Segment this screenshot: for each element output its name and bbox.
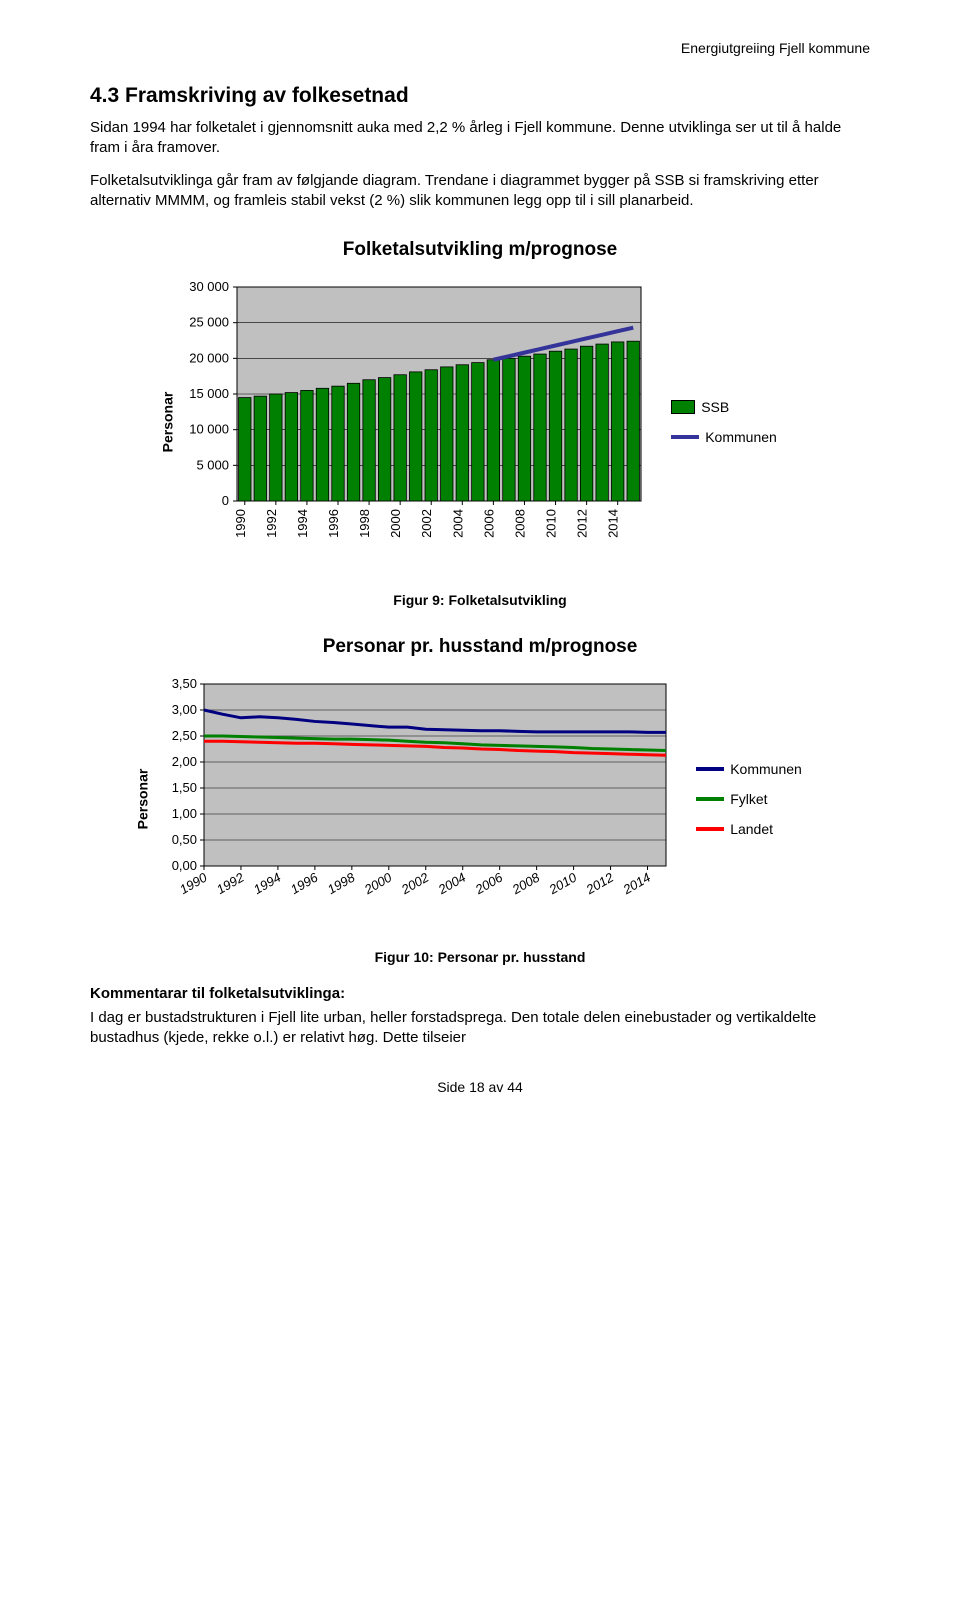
svg-text:3,00: 3,00	[172, 702, 197, 717]
svg-text:2006: 2006	[472, 869, 506, 897]
chart2-caption: Figur 10: Personar pr. husstand	[90, 949, 870, 965]
svg-text:2014: 2014	[620, 870, 653, 898]
section-heading: 4.3 Framskriving av folkesetnad	[90, 84, 870, 108]
svg-text:0,00: 0,00	[172, 858, 197, 873]
svg-text:0,50: 0,50	[172, 832, 197, 847]
chart1-caption: Figur 9: Folketalsutvikling	[90, 592, 870, 608]
legend-label: Kommunen	[730, 761, 802, 777]
svg-text:2006: 2006	[482, 509, 497, 538]
legend-box-icon	[671, 400, 695, 414]
svg-text:3,50: 3,50	[172, 676, 197, 691]
svg-text:1996: 1996	[326, 509, 341, 538]
legend-label: Kommunen	[705, 429, 777, 445]
chart1-container: Personar 0 5 000 10 000 15 000 20 000 25 000 3…	[90, 279, 870, 564]
chart1-legend: SSB Kommunen	[671, 399, 777, 445]
legend-label: Landet	[730, 821, 773, 837]
chart2-legend: Kommunen Fylket Landet	[696, 761, 802, 837]
chart2-container: Personar 0,00 0,50 1,00 1,50 2,00 2,50 3,00 3,5…	[90, 676, 870, 921]
legend-line-icon	[696, 767, 724, 771]
comments-paragraph: I dag er bustadstrukturen i Fjell lite u…	[90, 1008, 870, 1049]
svg-text:1998: 1998	[357, 509, 372, 538]
legend-label: SSB	[701, 399, 729, 415]
svg-text:2012: 2012	[575, 509, 590, 538]
legend-line-icon	[696, 797, 724, 801]
chart1-svg: 0 5 000 10 000 15 000 20 000 25 000 30 000 1990…	[183, 279, 653, 559]
svg-text:1992: 1992	[264, 509, 279, 538]
chart2-svg: 0,00 0,50 1,00 1,50 2,00 2,50 3,00 3,50 19901992…	[158, 676, 678, 916]
chart1-title: Folketalsutvikling m/prognose	[90, 239, 870, 261]
svg-text:25 000: 25 000	[189, 315, 229, 330]
page-footer: Side 18 av 44	[90, 1079, 870, 1095]
doc-header: Energiutgreiing Fjell kommune	[90, 40, 870, 56]
svg-text:2014: 2014	[606, 509, 621, 538]
svg-text:2002: 2002	[398, 869, 432, 897]
svg-text:10 000: 10 000	[189, 422, 229, 437]
svg-text:20 000: 20 000	[189, 350, 229, 365]
chart1-plot: Personar 05 00010 00015 00020 00025 0003…	[183, 279, 653, 564]
chart1-legend-kommunen: Kommunen	[671, 429, 777, 445]
legend-label: Fylket	[730, 791, 767, 807]
comments-heading: Kommentarar til folketalsutviklinga:	[90, 985, 870, 1002]
svg-text:1998: 1998	[325, 869, 358, 897]
svg-text:2010: 2010	[544, 509, 559, 538]
svg-text:30 000: 30 000	[189, 279, 229, 294]
svg-text:2000: 2000	[388, 509, 403, 538]
svg-text:1994: 1994	[295, 509, 310, 538]
svg-text:2008: 2008	[509, 869, 543, 897]
chart1-legend-ssb: SSB	[671, 399, 777, 415]
chart1-ylabel: Personar	[160, 391, 176, 452]
intro-paragraph-2: Folketalsutviklinga går fram av følgjand…	[90, 171, 870, 212]
chart2-ylabel: Personar	[135, 768, 151, 829]
svg-text:1,50: 1,50	[172, 780, 197, 795]
svg-text:1990: 1990	[233, 509, 248, 538]
svg-text:1996: 1996	[288, 869, 321, 897]
svg-text:2000: 2000	[361, 869, 395, 897]
svg-text:0: 0	[222, 493, 229, 508]
svg-text:2,00: 2,00	[172, 754, 197, 769]
svg-text:1992: 1992	[214, 869, 247, 897]
svg-text:2008: 2008	[513, 509, 528, 538]
svg-text:15 000: 15 000	[189, 386, 229, 401]
legend-line-icon	[671, 435, 699, 439]
svg-text:2004: 2004	[435, 870, 468, 898]
intro-paragraph-1: Sidan 1994 har folketalet i gjennomsnitt…	[90, 118, 870, 159]
svg-text:2002: 2002	[419, 509, 434, 538]
svg-text:2012: 2012	[583, 869, 617, 897]
svg-text:1994: 1994	[251, 870, 284, 897]
chart2-legend-fylket: Fylket	[696, 791, 802, 807]
svg-text:2004: 2004	[451, 509, 466, 538]
chart2-legend-landet: Landet	[696, 821, 802, 837]
svg-text:1990: 1990	[177, 869, 210, 897]
chart2-title: Personar pr. husstand m/prognose	[90, 636, 870, 658]
svg-text:5 000: 5 000	[197, 457, 230, 472]
svg-text:1,00: 1,00	[172, 806, 197, 821]
chart2-plot: Personar 0,000,501,001,502,002,503,003,5…	[158, 676, 678, 921]
legend-line-icon	[696, 827, 724, 831]
chart2-legend-kommunen: Kommunen	[696, 761, 802, 777]
svg-text:2,50: 2,50	[172, 728, 197, 743]
svg-text:2010: 2010	[546, 869, 580, 897]
